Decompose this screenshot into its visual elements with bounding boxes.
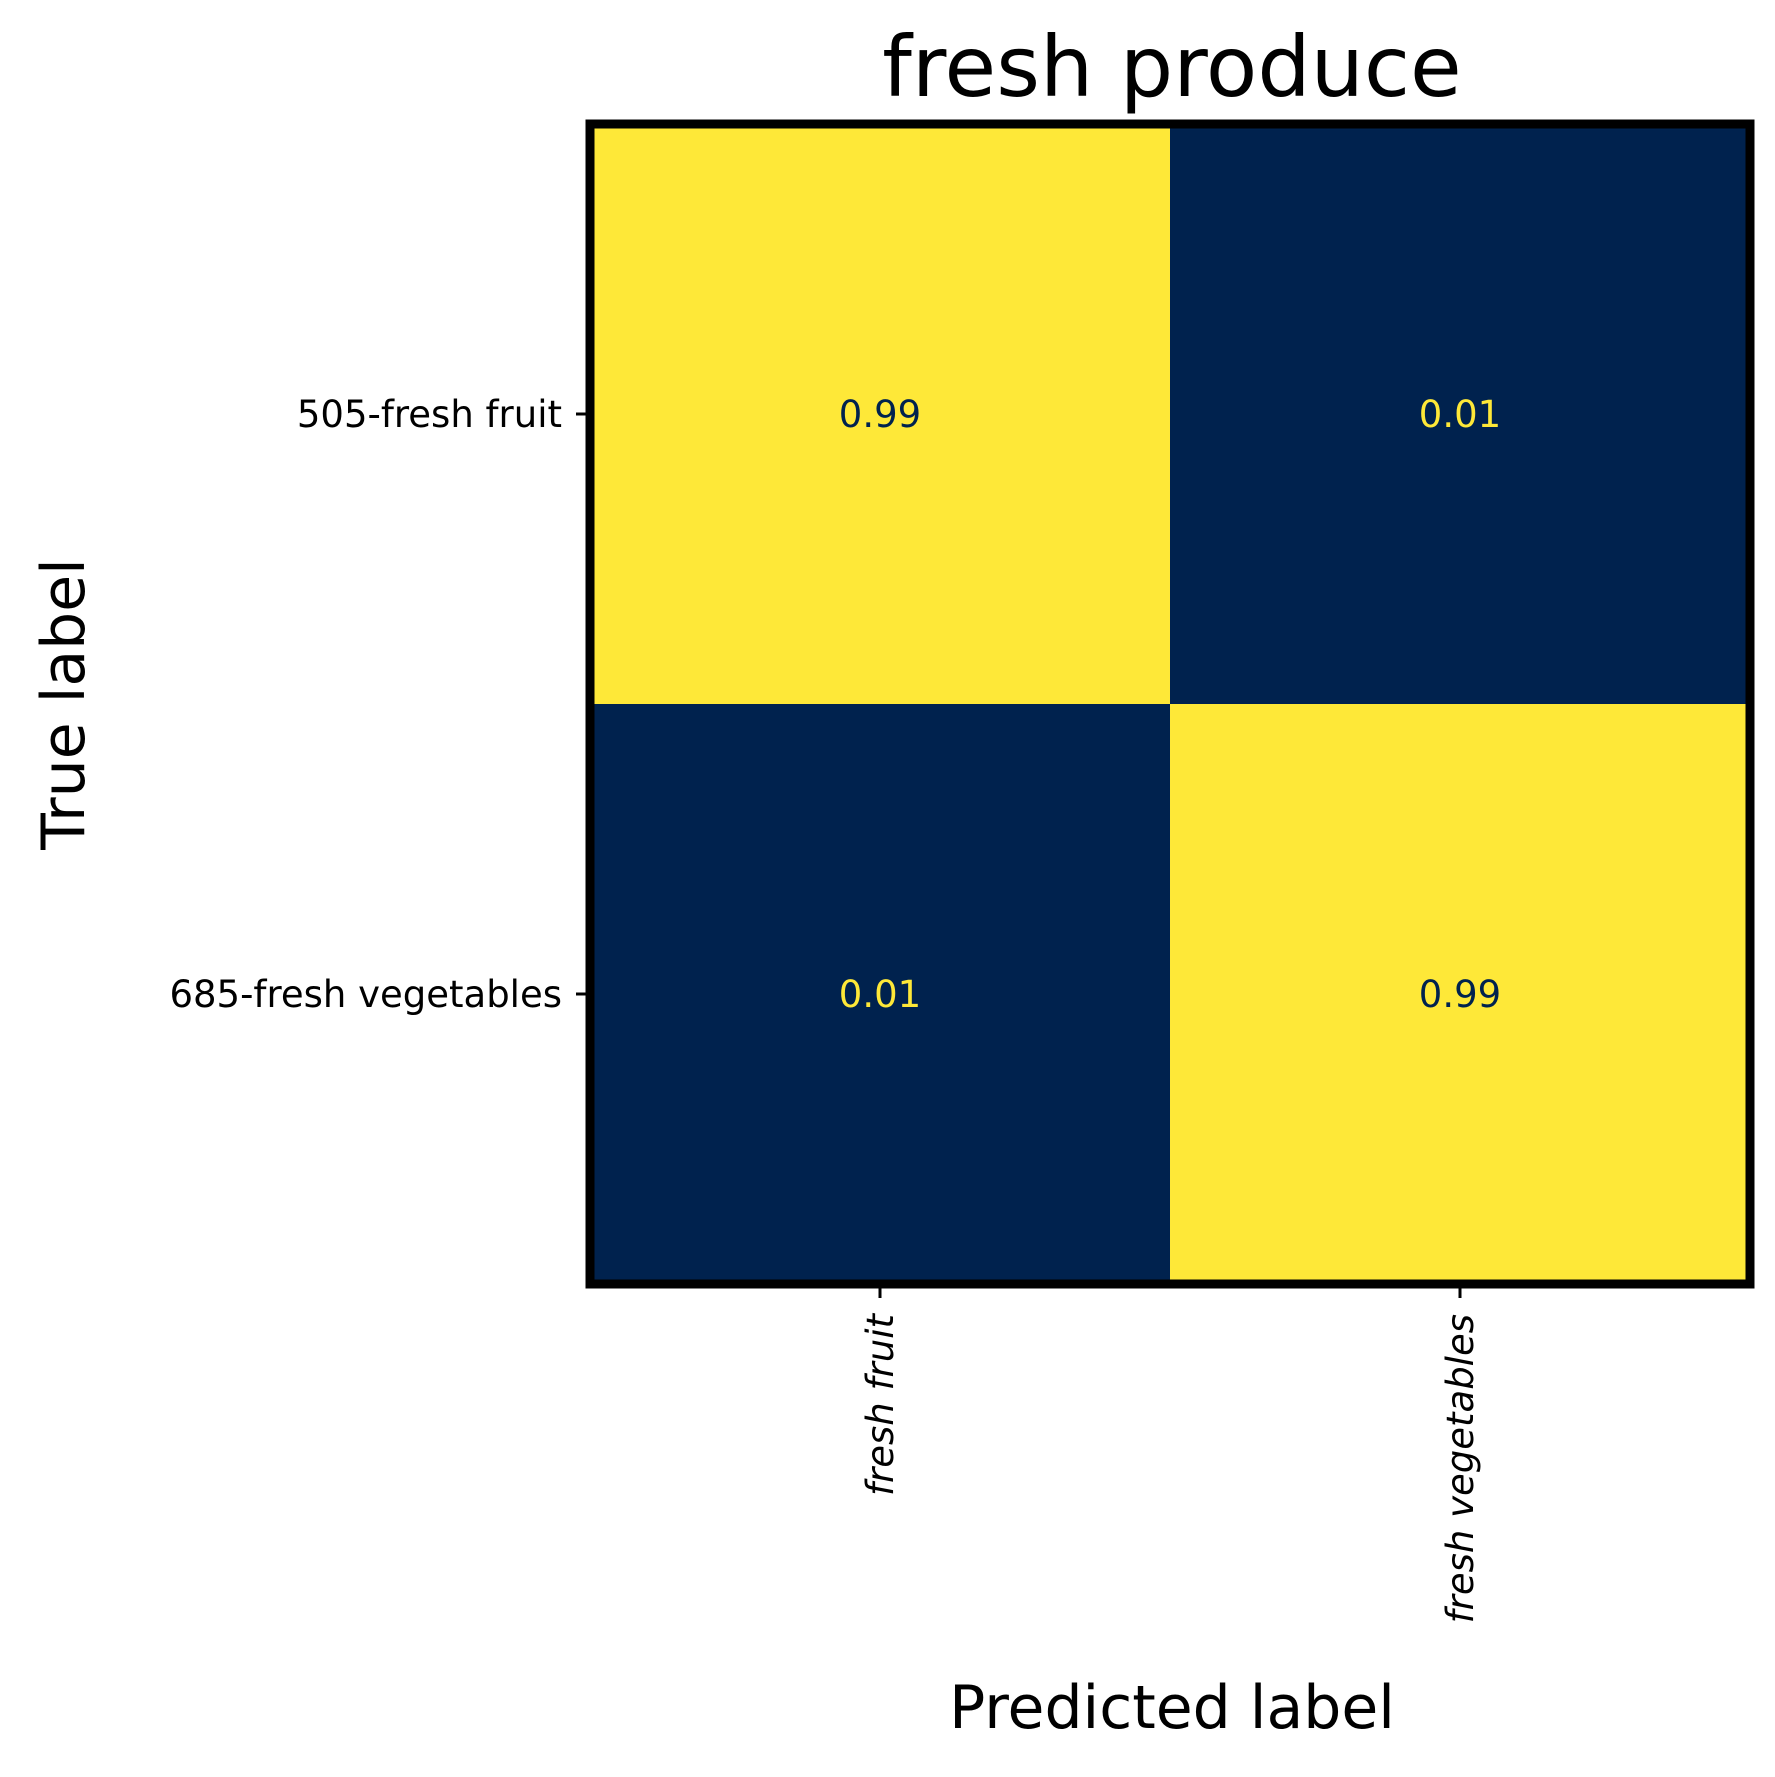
y-axis-title: True label xyxy=(29,558,99,851)
heatmap-cell xyxy=(590,704,1170,1284)
heatmap-cell xyxy=(1170,124,1750,704)
chart-title: fresh produce xyxy=(882,18,1461,116)
cell-value-label: 0.01 xyxy=(1419,393,1501,436)
cell-value-label: 0.01 xyxy=(839,973,921,1016)
cell-value-label: 0.99 xyxy=(1419,973,1501,1016)
heatmap-cell xyxy=(1170,704,1750,1284)
cell-value-label: 0.99 xyxy=(839,393,921,436)
x-axis-ticks: fresh fruit fresh vegetables xyxy=(859,1288,1482,1623)
y-tick-label: 685-fresh vegetables xyxy=(169,973,562,1016)
x-tick-label: fresh vegetables xyxy=(1439,1314,1482,1623)
y-tick-label: 505-fresh fruit xyxy=(297,393,562,436)
x-tick-label: fresh fruit xyxy=(859,1313,902,1496)
plot-frame xyxy=(585,119,1755,1289)
heatmap-cell xyxy=(590,124,1170,704)
heatmap-cells xyxy=(590,124,1750,1284)
y-axis-ticks: 505-fresh fruit 685-fresh vegetables xyxy=(169,393,586,1016)
x-axis-title: Predicted label xyxy=(949,1673,1395,1743)
heatmap-cell-labels: 0.99 0.01 0.01 0.99 xyxy=(839,393,1501,1016)
